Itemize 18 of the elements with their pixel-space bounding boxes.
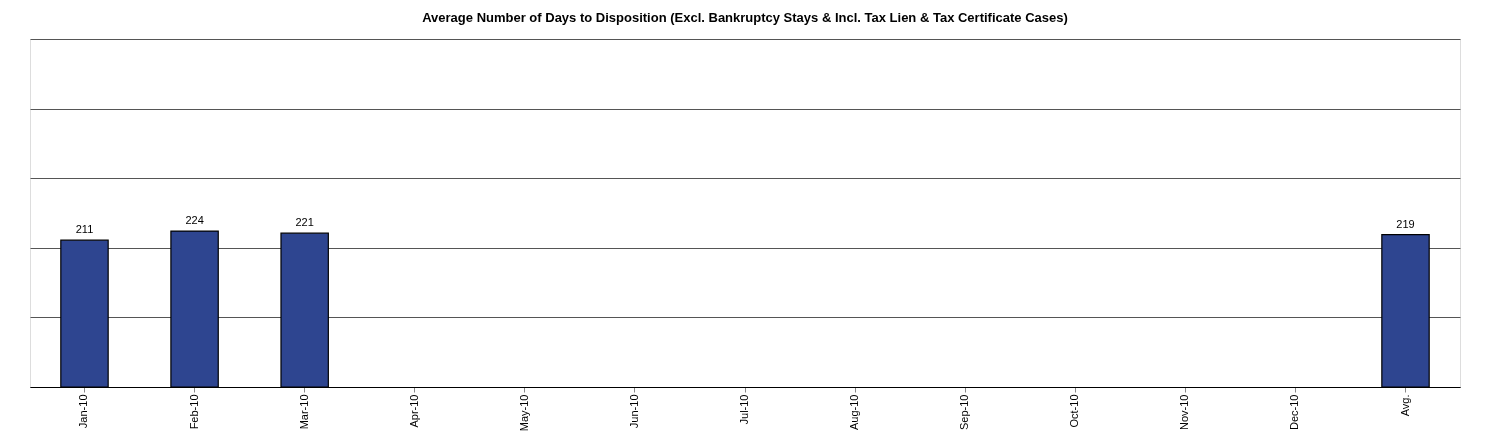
x-tick-label: Jun-10	[627, 394, 640, 429]
x-tick-label: May-10	[517, 394, 530, 432]
x-tick-label: Feb-10	[187, 394, 200, 430]
x-tick-label: Mar-10	[297, 394, 310, 430]
x-tick-label: Dec-10	[1288, 394, 1301, 430]
data-label: 221	[295, 216, 314, 229]
x-tick-label: Jul-10	[738, 394, 750, 425]
data-label: 219	[1396, 217, 1415, 230]
chart-title: Average Number of Days to Disposition (Excl. Bankruptcy Stays & Incl. Tax Lien & Tax Certificate Cases)	[422, 10, 1068, 25]
x-tick-label: Avg.	[1398, 394, 1411, 417]
x-tick-label: Aug-10	[848, 394, 861, 430]
x-tick-label: Sep-10	[958, 394, 971, 430]
x-tick-label: Jan-10	[77, 394, 90, 429]
x-tick-label: Nov-10	[1178, 394, 1191, 430]
x-tick-label: Apr-10	[407, 394, 420, 428]
data-label: 224	[185, 214, 204, 227]
x-tick-label: Oct-10	[1068, 394, 1081, 428]
data-label: 211	[75, 223, 94, 236]
